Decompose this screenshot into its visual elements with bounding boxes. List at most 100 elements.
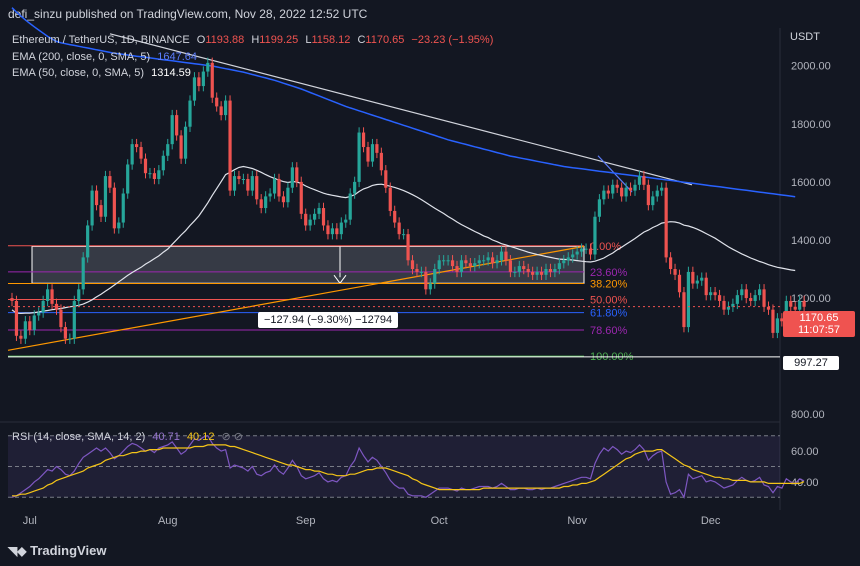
legend-symbol: Ethereum / TetherUS, 1D, BINANCE (12, 34, 190, 46)
candle-body (375, 144, 379, 153)
candle-body (94, 190, 99, 206)
candle-body (575, 251, 579, 255)
candle-body (304, 213, 308, 226)
candle-body (669, 257, 673, 270)
candle-body (210, 62, 214, 98)
candle-body (183, 126, 188, 159)
legend-close: 1170.65 (365, 34, 405, 46)
tv-logo-icon: ◥◆ (8, 544, 27, 558)
candle-body (486, 257, 490, 261)
candle-body (135, 144, 139, 148)
candle-body (735, 295, 739, 304)
candle-body (419, 271, 423, 273)
candle-body (433, 269, 437, 284)
candle-body (143, 158, 148, 174)
time-tick-label: Nov (567, 515, 587, 527)
currency-label: USDT (790, 31, 820, 43)
legend-c-label: C (357, 34, 366, 46)
candle-body (370, 144, 375, 162)
candle-body (406, 234, 410, 261)
price-tick-label: 1600.00 (791, 177, 831, 189)
candle-body (277, 178, 281, 197)
candle-body (46, 289, 50, 301)
candle-body (517, 266, 521, 272)
candle-body (402, 234, 406, 236)
candle-body (633, 184, 637, 191)
legend-change: −23.23 (−1.95%) (411, 34, 494, 46)
legend-low: 1158.12 (311, 34, 351, 46)
candle-body (348, 193, 352, 220)
candle-body (593, 216, 597, 255)
candle-body (192, 77, 197, 101)
candle-body (566, 257, 570, 261)
price-tick-label: 2000.00 (791, 61, 831, 73)
candle-body (313, 213, 317, 220)
candle-body (344, 219, 348, 223)
candle-body (201, 71, 205, 87)
candle-body (152, 173, 156, 179)
candle-body (108, 176, 112, 188)
candle-body (37, 312, 41, 316)
candle-body (179, 135, 183, 159)
candle-body (126, 164, 130, 194)
candle-body (513, 271, 517, 273)
candle-body (428, 283, 432, 290)
candle-body (526, 269, 530, 272)
legend-ema200-value: 1647.64 (157, 51, 197, 63)
candle-body (250, 176, 254, 191)
candle-body (72, 300, 76, 339)
price-tick-label: 1800.00 (791, 119, 831, 131)
candle-body (744, 289, 748, 299)
candle-body (166, 144, 170, 156)
legend-hide-icon[interactable]: ⊘ ⊘ (221, 431, 244, 443)
ema50-line (11, 165, 796, 315)
candle-body (112, 187, 116, 229)
candle-body (281, 196, 286, 203)
candle-body (615, 184, 619, 188)
candle-body (508, 260, 512, 272)
candle-body (259, 199, 263, 209)
fib-label: 78.60% (590, 325, 628, 337)
candle-body (495, 260, 499, 264)
candle-body (393, 210, 397, 223)
candle-body (740, 289, 744, 296)
candle-body (771, 309, 775, 333)
candle-body (77, 289, 81, 301)
time-tick-label: Jul (23, 515, 37, 527)
candle-body (14, 300, 19, 336)
fib-label: 50.00% (590, 294, 628, 306)
tv-logo-text: TradingView (30, 543, 107, 558)
candle-body (602, 190, 606, 200)
candle-body (357, 132, 361, 182)
candle-body (482, 260, 486, 262)
candle-body (588, 248, 593, 255)
candle-body (59, 309, 63, 328)
candle-body (700, 277, 704, 281)
candle-body (673, 269, 677, 275)
candle-body (130, 144, 134, 165)
candle-body (188, 100, 192, 127)
candle-body (175, 115, 179, 136)
legend-open: 1193.88 (205, 34, 245, 46)
rsi-tick-label: 60.00 (791, 446, 819, 458)
candle-body (606, 190, 610, 194)
candle-body (544, 269, 548, 275)
candle-body (295, 167, 299, 182)
candle-body (246, 178, 250, 191)
candle-body (339, 222, 343, 235)
candle-body (228, 100, 232, 191)
candle-body (161, 155, 165, 171)
candle-body (361, 132, 366, 148)
tradingview-logo[interactable]: ◥◆ TradingView (8, 543, 106, 558)
candle-body (206, 62, 210, 72)
candle-body (620, 187, 624, 197)
candle-body (290, 167, 294, 188)
legend-ema200-label: EMA (200, close, 0, SMA, 5) (12, 51, 151, 63)
candle-body (28, 321, 32, 330)
publish-bar: defi_sinzu published on TradingView.com,… (0, 0, 860, 28)
candle-body (99, 205, 103, 217)
candle-body (170, 115, 174, 145)
candle-body (642, 176, 646, 185)
legend-l-label: L (305, 34, 312, 46)
